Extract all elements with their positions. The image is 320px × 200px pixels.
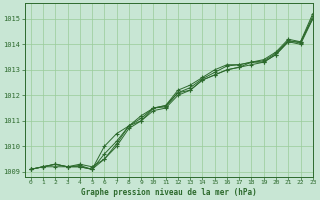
X-axis label: Graphe pression niveau de la mer (hPa): Graphe pression niveau de la mer (hPa) [81, 188, 257, 197]
